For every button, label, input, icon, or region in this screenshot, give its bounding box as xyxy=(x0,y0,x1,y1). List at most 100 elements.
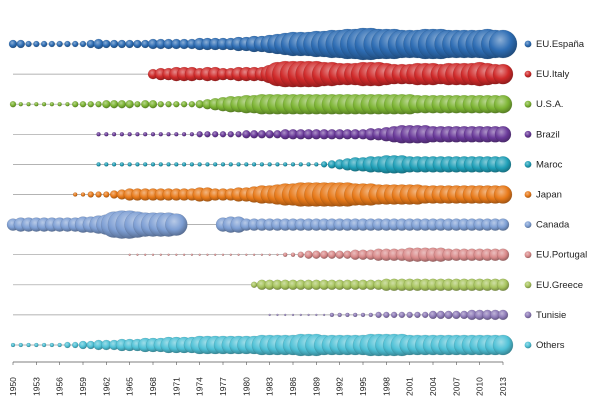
bubble-u-s-a--1968 xyxy=(148,100,158,109)
bubble-eu-portugal-1975 xyxy=(206,253,209,256)
legend-marker-u-s-a- xyxy=(524,100,532,108)
series-row-others xyxy=(10,333,514,357)
bubble-eu-portugal-2013 xyxy=(496,248,510,261)
x-tick-label-1989: 1989 xyxy=(311,377,321,396)
bubble-maroc-1978 xyxy=(228,162,233,167)
bubble-maroc-1963 xyxy=(111,162,117,167)
series-row-japan xyxy=(13,182,513,207)
x-tick-label-2007: 2007 xyxy=(451,377,461,396)
bubble-u-s-a--1961 xyxy=(95,101,102,108)
series-row-brazil xyxy=(13,125,512,144)
legend: EU.España EU.Italy U.S.A. Brazil Maroc Japan C… xyxy=(524,39,587,351)
bubble-eu-espa-a-1956 xyxy=(56,40,63,48)
bubble-u-s-a--1966 xyxy=(134,101,141,108)
bubble-maroc-1965 xyxy=(127,162,132,167)
bubble-maroc-1967 xyxy=(143,162,148,167)
bubble-brazil-1964 xyxy=(119,132,125,137)
bubble-brazil-1972 xyxy=(181,132,187,137)
x-tick-label-1980: 1980 xyxy=(241,377,251,396)
bubble-brazil-1961 xyxy=(96,132,101,137)
legend-marker-brazil xyxy=(524,130,532,138)
legend-label-tunisie: Tunisie xyxy=(536,310,566,321)
bubble-tunisie-1985 xyxy=(284,313,287,317)
bubble-eu-portugal-1990 xyxy=(319,250,329,259)
x-tick-label-1977: 1977 xyxy=(218,377,228,396)
bubble-maroc-1968 xyxy=(150,162,156,167)
legend-label-maroc: Maroc xyxy=(536,159,563,170)
bubble-maroc-2013 xyxy=(494,156,512,173)
bubble-tunisie-1998 xyxy=(383,311,390,319)
bubble-tunisie-1986 xyxy=(291,313,295,317)
bubble-tunisie-2013 xyxy=(497,309,509,321)
bubble-maroc-1989 xyxy=(314,162,319,167)
bubble-maroc-1985 xyxy=(283,162,288,167)
x-tick-label-1953: 1953 xyxy=(31,377,41,396)
x-tick-label-1992: 1992 xyxy=(335,377,345,396)
bubble-eu-portugal-1987 xyxy=(297,251,304,258)
series-row-maroc xyxy=(13,155,512,174)
bubble-brazil-1969 xyxy=(158,132,163,137)
bubble-tunisie-1983 xyxy=(268,313,271,317)
bubble-eu-espa-a-1959 xyxy=(79,40,87,48)
bubble-others-1953 xyxy=(34,342,39,348)
bubble-maroc-1984 xyxy=(275,162,280,167)
bubble-maroc-1976 xyxy=(213,162,218,167)
bubble-tunisie-1995 xyxy=(360,312,366,318)
bubble-others-1951 xyxy=(18,342,23,348)
x-tick-label-2004: 2004 xyxy=(428,377,438,396)
bubble-eu-portugal-1978 xyxy=(229,253,232,256)
bubble-brazil-1983 xyxy=(265,130,274,139)
x-tick-label-1968: 1968 xyxy=(148,377,158,396)
bubble-brazil-2013 xyxy=(494,126,512,143)
bubble-u-s-a--1957 xyxy=(65,102,70,107)
series-row-canada xyxy=(6,210,510,239)
bubble-canada-1971 xyxy=(165,213,188,236)
bubble-eu-portugal-1981 xyxy=(252,253,256,256)
x-tick-label-1971: 1971 xyxy=(171,377,181,396)
bubble-brazil-1975 xyxy=(204,131,211,138)
series-row-u-s-a- xyxy=(9,94,513,115)
bubble-eu-portugal-1984 xyxy=(276,253,279,256)
bubble-japan-1959 xyxy=(80,192,86,197)
bubble-maroc-1982 xyxy=(259,162,265,167)
bubble-eu-portugal-1983 xyxy=(268,253,271,256)
x-tick-label-1962: 1962 xyxy=(101,377,111,396)
bubble-japan-1961 xyxy=(95,191,102,198)
bubble-maroc-1979 xyxy=(236,162,241,167)
bubble-maroc-1980 xyxy=(244,162,249,167)
bubble-maroc-1971 xyxy=(174,162,179,167)
bubble-japan-2013 xyxy=(493,185,513,204)
bubble-others-1950 xyxy=(10,342,16,348)
series-row-eu-italy xyxy=(13,60,514,88)
bubble-maroc-1987 xyxy=(298,162,303,167)
bubble-tunisie-1991 xyxy=(329,312,335,318)
legend-label-japan: Japan xyxy=(536,190,562,201)
bubble-brazil-1977 xyxy=(219,131,227,138)
bubble-tunisie-1996 xyxy=(368,312,373,318)
x-tick-label-1986: 1986 xyxy=(288,377,298,396)
bubble-brazil-1981 xyxy=(249,130,259,139)
bubble-others-1954 xyxy=(41,342,47,348)
bubble-eu-portugal-1972 xyxy=(182,253,186,256)
legend-marker-eu-greece xyxy=(524,281,532,289)
bubble-brazil-1968 xyxy=(150,132,156,137)
bubble-u-s-a--1965 xyxy=(125,100,134,109)
bubble-eu-portugal-1965 xyxy=(128,253,131,256)
bubble-eu-espa-a-1962 xyxy=(102,39,111,49)
bubble-tunisie-1988 xyxy=(307,313,310,317)
bubble-eu-portugal-1979 xyxy=(237,253,240,256)
legend-label-eu-italy: EU.Italy xyxy=(536,69,570,80)
bubble-brazil-1967 xyxy=(143,132,148,137)
bubble-u-s-a--1951 xyxy=(18,102,23,107)
x-tick-label-2010: 2010 xyxy=(475,377,485,396)
series-row-eu-espa-a xyxy=(8,27,518,61)
bubble-eu-portugal-1973 xyxy=(190,253,194,256)
x-tick-label-1950: 1950 xyxy=(8,377,18,396)
bubble-tunisie-2003 xyxy=(422,311,429,319)
bubble-tunisie-1994 xyxy=(353,312,358,318)
bubble-eu-portugal-1969 xyxy=(159,253,162,256)
x-tick-label-2001: 2001 xyxy=(405,377,415,396)
bubble-brazil-1965 xyxy=(127,132,132,137)
bubble-eu-espa-a-1961 xyxy=(93,38,104,50)
bubble-eu-espa-a-1952 xyxy=(25,40,32,48)
